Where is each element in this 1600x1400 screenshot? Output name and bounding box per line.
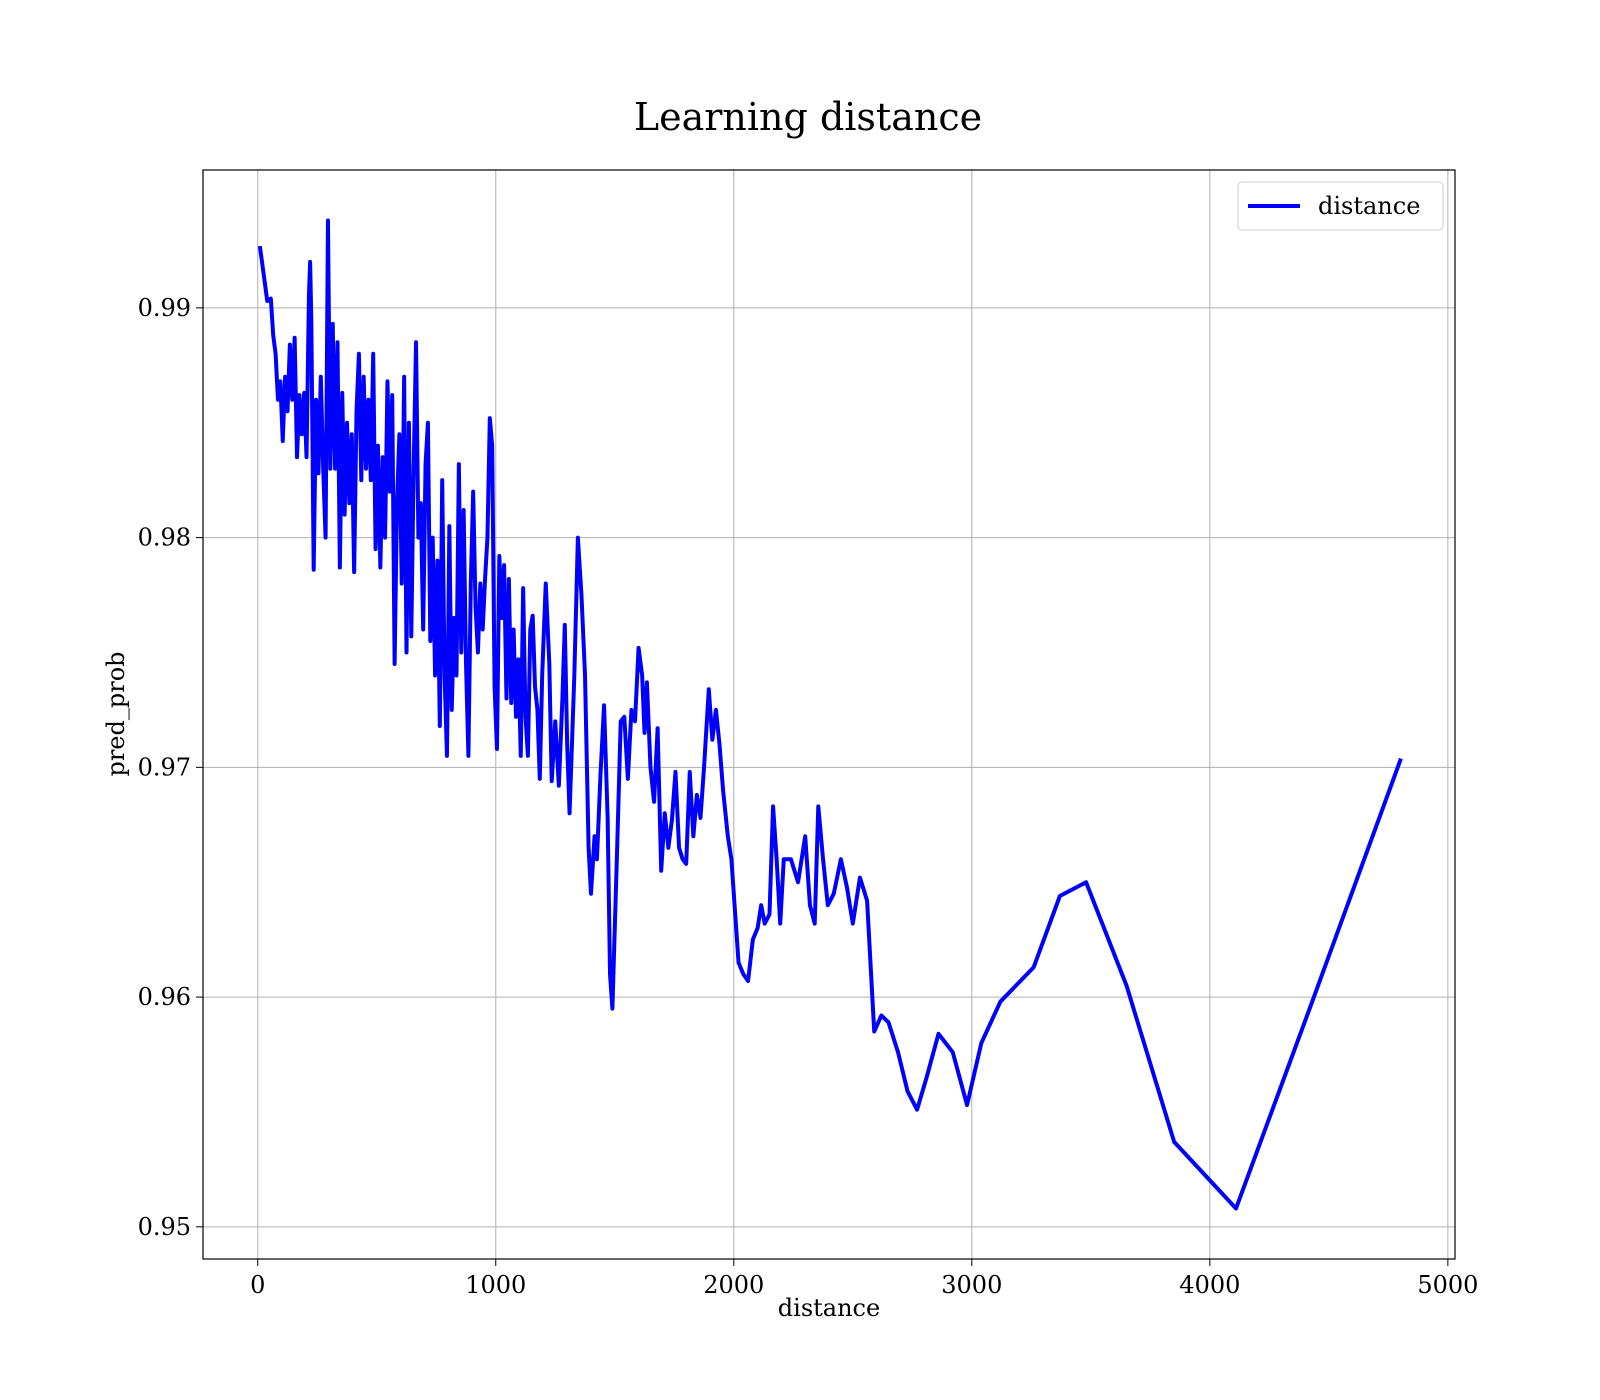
legend: distance bbox=[1237, 181, 1444, 231]
y-tick-label: 0.98 bbox=[138, 524, 191, 552]
y-tick-label: 0.96 bbox=[138, 983, 191, 1011]
x-tick-label: 1000 bbox=[465, 1271, 526, 1299]
y-tick-label: 0.97 bbox=[138, 753, 191, 781]
x-axis-label: distance bbox=[778, 1294, 880, 1322]
y-axis-label: pred_prob bbox=[102, 651, 130, 776]
x-tick-label: 2000 bbox=[703, 1271, 764, 1299]
y-tick-label: 0.95 bbox=[138, 1213, 191, 1241]
y-tick-label: 0.99 bbox=[138, 294, 191, 322]
x-tick-label: 5000 bbox=[1417, 1271, 1478, 1299]
x-tick-label: 3000 bbox=[941, 1271, 1002, 1299]
legend-box bbox=[1237, 181, 1444, 231]
chart-title: Learning distance bbox=[634, 95, 982, 139]
plot-frame bbox=[202, 169, 1456, 1260]
x-tick-label: 4000 bbox=[1179, 1271, 1240, 1299]
data-line bbox=[257, 218, 1403, 1211]
x-tick-label: 0 bbox=[250, 1271, 265, 1299]
legend-label: distance bbox=[1318, 192, 1420, 220]
